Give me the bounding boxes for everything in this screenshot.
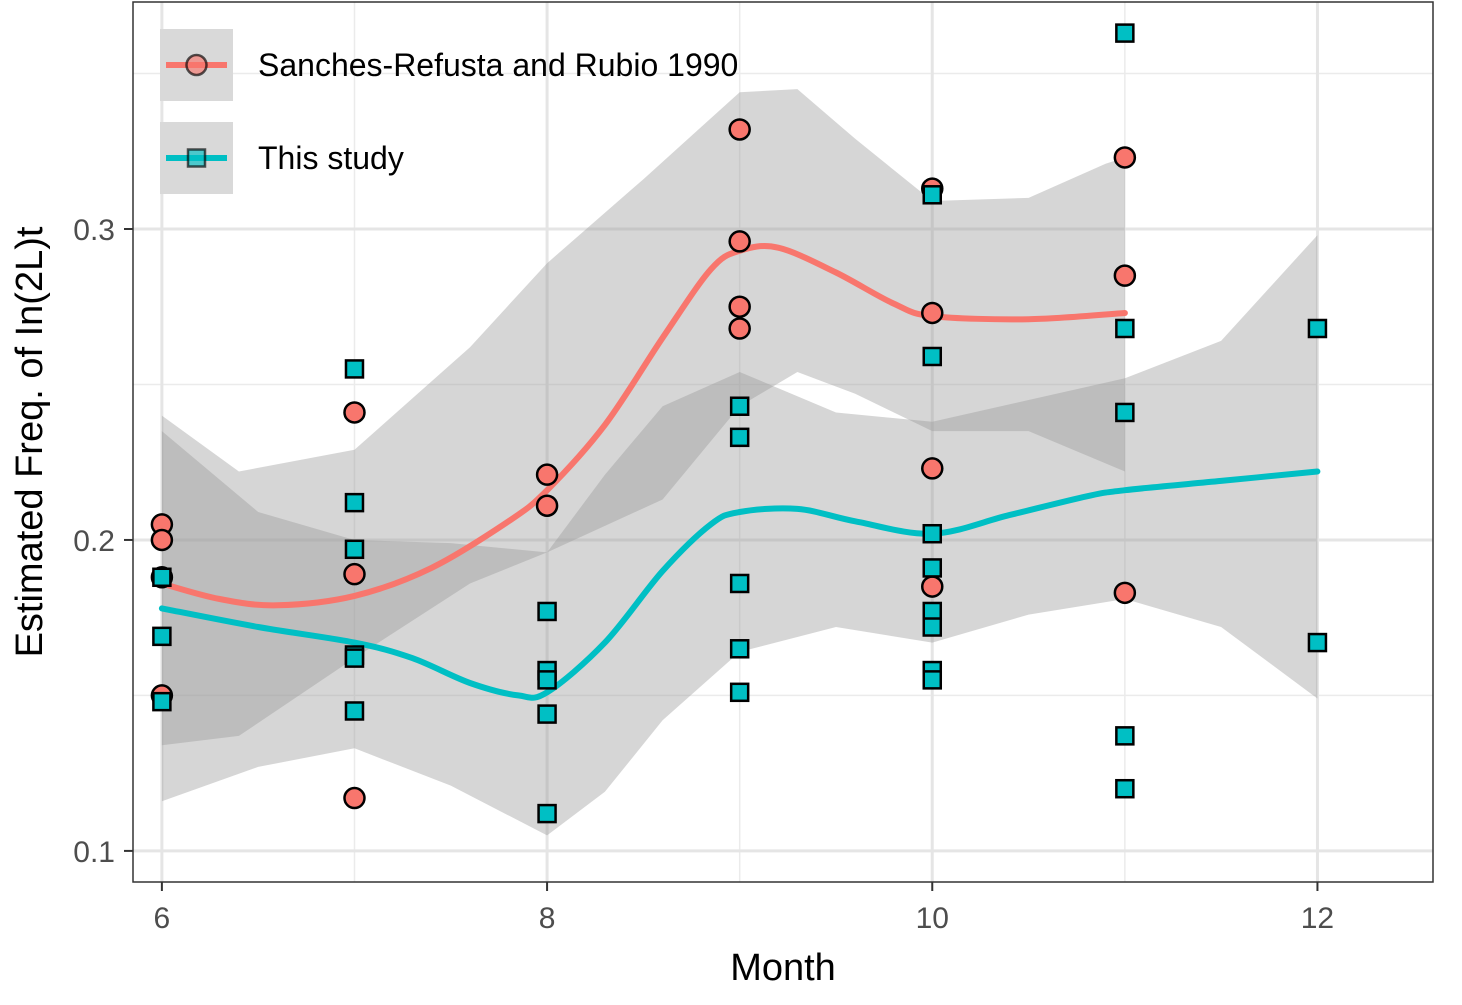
point-square-21	[922, 523, 943, 544]
legend-marker-1	[186, 148, 207, 168]
point-square-27	[1115, 23, 1135, 43]
point-circle-16	[921, 575, 944, 598]
point-circle-7	[535, 463, 559, 486]
point-square-26	[922, 670, 943, 690]
point-square-8	[344, 701, 365, 721]
x-tick-label: 8	[539, 902, 556, 935]
point-circle-15	[921, 457, 944, 480]
smooth-line-1	[158, 468, 1321, 701]
point-square-7	[344, 648, 365, 668]
point-square-29	[1115, 402, 1135, 423]
smooth-lines	[158, 243, 1321, 701]
point-circle-9	[728, 118, 751, 141]
x-tick-label: 10	[916, 902, 949, 935]
point-square-13	[537, 803, 557, 824]
point-circle-19	[1113, 581, 1137, 605]
point-square-1	[152, 626, 172, 647]
point-square-4	[344, 492, 365, 513]
point-circle-6	[343, 786, 366, 810]
point-circle-11	[728, 295, 751, 318]
point-square-19	[922, 185, 943, 205]
y-tick-label: 0.3	[73, 214, 115, 247]
legend: Sanches-Refusta and Rubio 1990 This study	[160, 29, 738, 194]
point-square-9	[537, 601, 557, 622]
legend-label-0: Sanches-Refusta and Rubio 1990	[258, 47, 738, 83]
y-axis-title: Estimated Freq. of In(2L)t	[9, 226, 51, 657]
data-points	[150, 23, 1328, 824]
x-axis-title: Month	[730, 947, 836, 989]
point-circle-4	[343, 401, 366, 424]
point-circle-8	[535, 494, 559, 517]
point-square-33	[1307, 632, 1328, 653]
point-circle-10	[728, 230, 751, 253]
point-circle-5	[343, 562, 366, 586]
legend-marker-0	[185, 53, 208, 77]
point-square-0	[152, 567, 172, 588]
y-tick-label: 0.1	[73, 836, 115, 869]
x-tick-label: 12	[1301, 902, 1334, 935]
point-square-22	[922, 558, 943, 578]
panel-border	[132, 1, 1434, 883]
point-square-5	[344, 539, 365, 560]
point-circle-12	[728, 317, 751, 340]
confidence-band-1	[161, 235, 1318, 836]
smooth-line-0	[158, 243, 1128, 609]
point-square-32	[1307, 318, 1328, 339]
point-square-16	[729, 573, 750, 594]
y-tick-label: 0.2	[73, 525, 115, 558]
point-square-15	[729, 427, 750, 448]
x-tick-label: 6	[154, 902, 171, 935]
point-circle-1	[150, 528, 174, 552]
point-circle-18	[1113, 264, 1137, 287]
point-circle-14	[921, 301, 944, 325]
point-square-12	[537, 704, 557, 724]
point-square-30	[1115, 726, 1135, 746]
point-square-24	[922, 617, 943, 637]
point-square-28	[1115, 318, 1135, 339]
legend-label-1: This study	[258, 140, 404, 176]
point-square-3	[344, 359, 365, 379]
axes: 6 8 10 12 0.1 0.2 0.3	[73, 214, 1334, 935]
point-square-2	[152, 691, 172, 712]
point-square-18	[729, 682, 750, 703]
point-square-17	[729, 639, 750, 659]
point-square-20	[922, 346, 943, 367]
point-square-11	[537, 670, 557, 690]
point-square-31	[1115, 778, 1135, 799]
point-square-14	[729, 396, 750, 416]
point-circle-17	[1113, 146, 1137, 169]
